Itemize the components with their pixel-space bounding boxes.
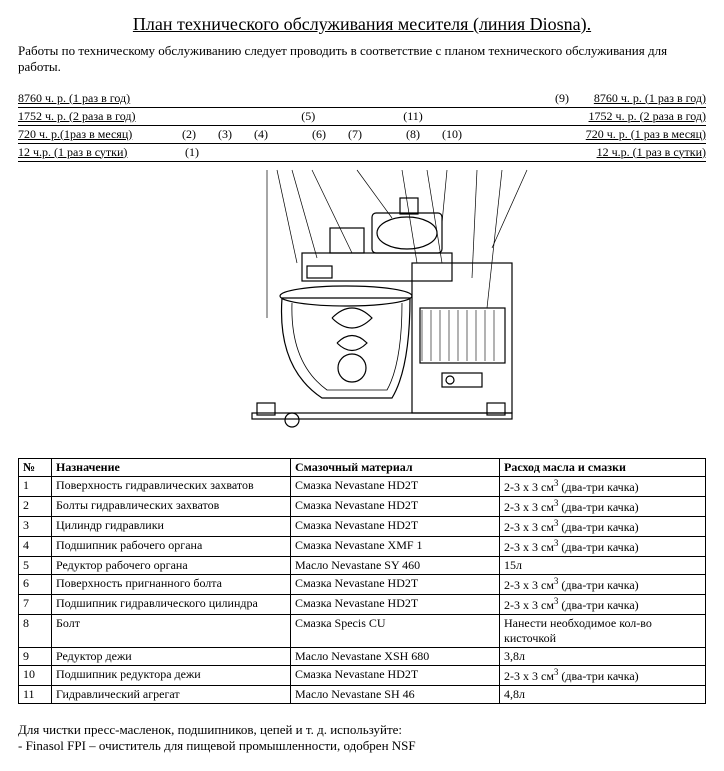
cell-assignment: Поверхность пригнанного болта [52,574,291,594]
schedule-right-label: 720 ч. р. (1 раз в месяц) [586,127,706,142]
table-row: 10Подшипник редуктора дежиСмазка Nevasta… [19,665,706,685]
cell-assignment: Подшипник гидравлического цилиндра [52,594,291,614]
table-header-row: № Назначение Смазочный материал Расход м… [19,458,706,476]
cell-lubricant: Смазка Nevastane HD2T [291,516,500,536]
table-row: 5Редуктор рабочего органаМасло Nevastane… [19,556,706,574]
machine-diagram [142,168,582,448]
schedule-left-label: 8760 ч. р. (1 раз в год) [18,91,130,106]
intro-text: Работы по техническому обслуживанию след… [18,43,706,76]
col-b-header: Смазочный материал [291,458,500,476]
schedule-block: 8760 ч. р. (1 раз в год) (9) 8760 ч. р. (1… [18,90,706,162]
cell-amount: 2-3 x 3 см3 (два-три качка) [500,536,706,556]
cell-lubricant: Масло Nevastane SY 460 [291,556,500,574]
cell-no: 5 [19,556,52,574]
cell-assignment: Подшипник рабочего органа [52,536,291,556]
cell-amount: 4,8л [500,685,706,703]
page-title: План технического обслуживания месителя … [18,14,706,35]
schedule-row: 8760 ч. р. (1 раз в год) (9) 8760 ч. р. (1… [18,90,706,108]
cell-amount: 2-3 x 3 см3 (два-три качка) [500,476,706,496]
schedule-right-label: 12 ч.р. (1 раз в сутки) [597,145,706,160]
cell-amount: 2-3 x 3 см3 (два-три качка) [500,594,706,614]
cell-amount: 2-3 x 3 см3 (два-три качка) [500,516,706,536]
callout-number: (2) [182,127,196,142]
schedule-row: 720 ч. р.(1раз в месяц) (2) (3) (4) (6) (7) (8… [18,126,706,144]
footer-line-1: Для чистки пресс-масленок, подшипников, … [18,722,706,739]
cell-amount: 15л [500,556,706,574]
table-row: 8БолтСмазка Specis CUНанести необходимое… [19,614,706,647]
cell-assignment: Болты гидравлических захватов [52,496,291,516]
callout-number: (7) [348,127,362,142]
table-row: 1Поверхность гидравлических захватовСмаз… [19,476,706,496]
callout-number: (9) [555,91,569,106]
cell-lubricant: Смазка Nevastane XMF 1 [291,536,500,556]
footer-line-2: - Finasol FPI – очиститель для пищевой п… [18,738,706,755]
cell-assignment: Поверхность гидравлических захватов [52,476,291,496]
table-row: 3Цилиндр гидравликиСмазка Nevastane HD2T… [19,516,706,536]
cell-assignment: Подшипник редуктора дежи [52,665,291,685]
schedule-left-label: 12 ч.р. (1 раз в сутки) [18,145,127,160]
schedule-right-label: 1752 ч. р. (2 раза в год) [589,109,706,124]
cell-assignment: Редуктор рабочего органа [52,556,291,574]
cell-no: 9 [19,647,52,665]
cell-amount: Нанести необходимое кол-во кисточкой [500,614,706,647]
cell-assignment: Болт [52,614,291,647]
cell-assignment: Цилиндр гидравлики [52,516,291,536]
table-row: 4Подшипник рабочего органаСмазка Nevasta… [19,536,706,556]
cell-no: 10 [19,665,52,685]
schedule-row: 1752 ч. р. (2 раза в год) (5) (11) 1752 ч. … [18,108,706,126]
cell-no: 2 [19,496,52,516]
schedule-left-label: 1752 ч. р. (2 раза в год) [18,109,135,124]
callout-number: (10) [442,127,462,142]
footer-notes: Для чистки пресс-масленок, подшипников, … [18,722,706,756]
callout-number: (8) [406,127,420,142]
cell-lubricant: Смазка Nevastane HD2T [291,476,500,496]
cell-lubricant: Масло Nevastane SH 46 [291,685,500,703]
cell-no: 8 [19,614,52,647]
cell-lubricant: Смазка Nevastane HD2T [291,574,500,594]
cell-amount: 2-3 x 3 см3 (два-три качка) [500,496,706,516]
schedule-row: 12 ч.р. (1 раз в сутки) (1) 12 ч.р. (1 раз… [18,144,706,162]
cell-no: 1 [19,476,52,496]
callout-number: (6) [312,127,326,142]
schedule-right-label: 8760 ч. р. (1 раз в год) [594,91,706,106]
cell-lubricant: Смазка Specis CU [291,614,500,647]
table-row: 7Подшипник гидравлического цилиндраСмазк… [19,594,706,614]
table-row: 11Гидравлический агрегатМасло Nevastane … [19,685,706,703]
table-row: 9Редуктор дежиМасло Nevastane XSH 6803,8… [19,647,706,665]
table-row: 2Болты гидравлических захватовСмазка Nev… [19,496,706,516]
callout-number: (3) [218,127,232,142]
cell-no: 3 [19,516,52,536]
callout-number: (4) [254,127,268,142]
callout-number: (11) [403,109,423,124]
cell-amount: 3,8л [500,647,706,665]
cell-no: 11 [19,685,52,703]
cell-lubricant: Смазка Nevastane HD2T [291,594,500,614]
schedule-left-label: 720 ч. р.(1раз в месяц) [18,127,132,142]
cell-no: 4 [19,536,52,556]
callout-number: (1) [185,145,199,160]
cell-no: 6 [19,574,52,594]
callout-number: (5) [301,109,315,124]
maintenance-table: № Назначение Смазочный материал Расход м… [18,458,706,704]
col-a-header: Назначение [52,458,291,476]
col-no-header: № [19,458,52,476]
cell-lubricant: Смазка Nevastane HD2T [291,496,500,516]
cell-lubricant: Масло Nevastane XSH 680 [291,647,500,665]
cell-assignment: Гидравлический агрегат [52,685,291,703]
col-c-header: Расход масла и смазки [500,458,706,476]
cell-assignment: Редуктор дежи [52,647,291,665]
cell-lubricant: Смазка Nevastane HD2T [291,665,500,685]
cell-amount: 2-3 x 3 см3 (два-три качка) [500,574,706,594]
diagram-container [18,168,706,448]
table-row: 6Поверхность пригнанного болтаСмазка Nev… [19,574,706,594]
cell-amount: 2-3 x 3 см3 (два-три качка) [500,665,706,685]
cell-no: 7 [19,594,52,614]
